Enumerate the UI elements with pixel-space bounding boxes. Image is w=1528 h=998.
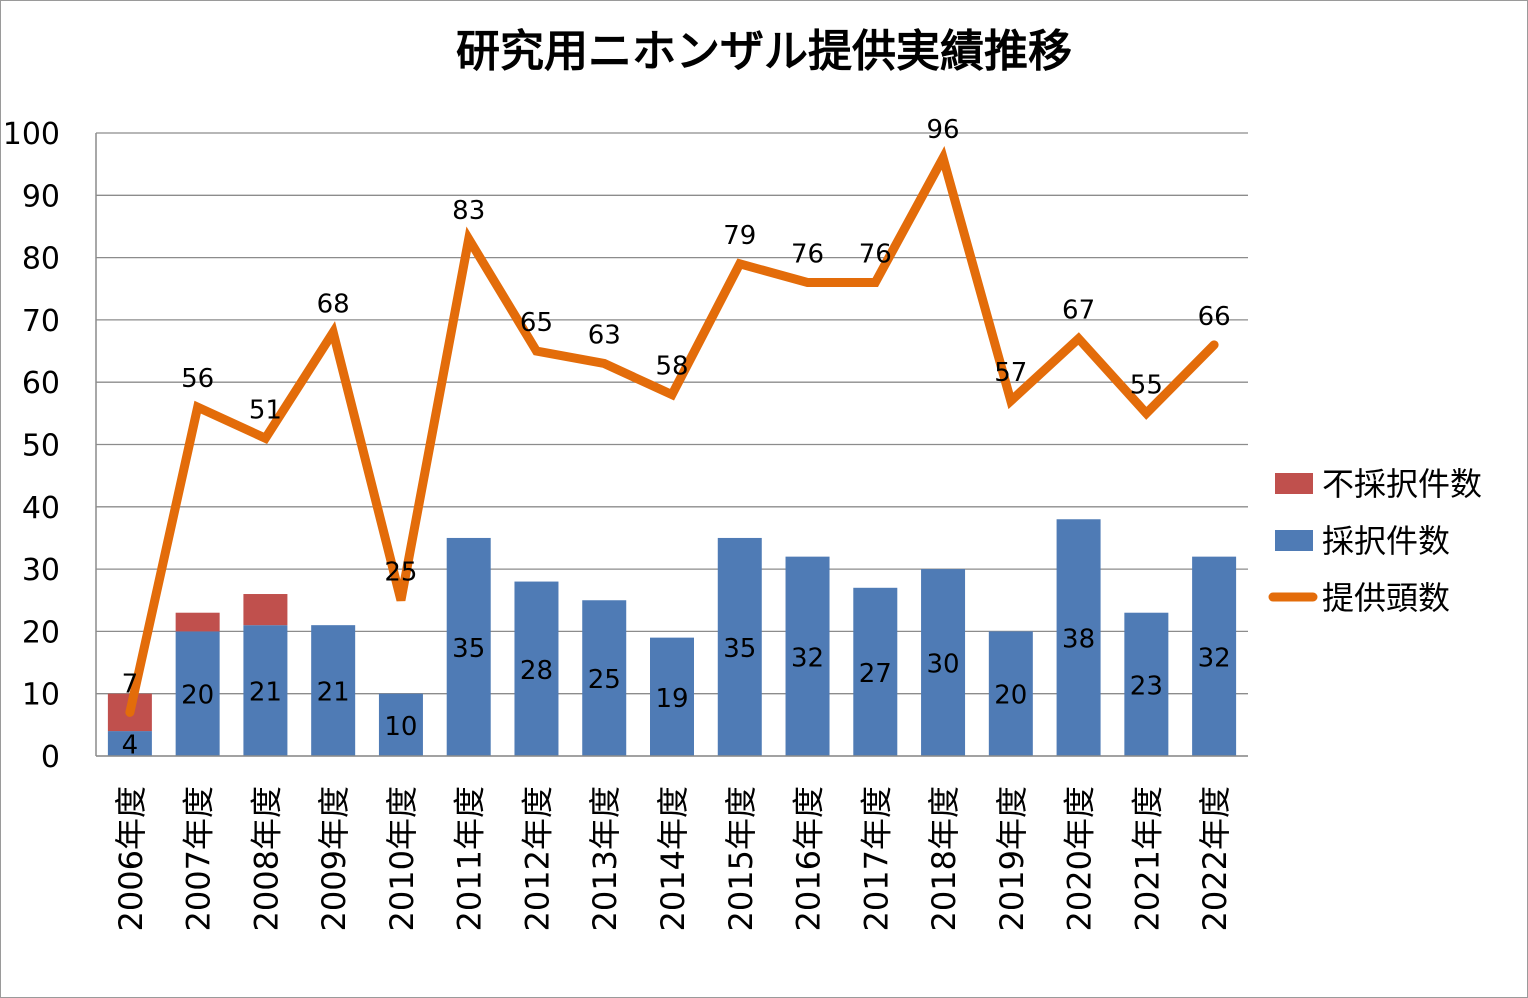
- y-tick-label: 90: [22, 179, 60, 214]
- line-value-label: 66: [1198, 302, 1231, 332]
- line-value-label: 63: [588, 321, 621, 351]
- bar-value-label: 35: [723, 634, 756, 664]
- bar-value-label: 20: [181, 681, 214, 711]
- x-tick-label: 2018年度: [925, 786, 963, 931]
- x-tick-label: 2011年度: [451, 786, 489, 931]
- x-tick-label: 2016年度: [790, 786, 828, 931]
- bar-accepted: [1056, 519, 1101, 756]
- data-labels: 4 20 21 21 10 35 28 25 19 35 32 27 30 20 38 23 32 7 56 51 68…: [122, 115, 1231, 761]
- line-value-label: 76: [791, 240, 824, 270]
- bar-accepted: [311, 625, 356, 756]
- bar-accepted: [921, 569, 966, 756]
- bar-value-label: 21: [249, 678, 282, 708]
- bar-value-label: 32: [791, 643, 824, 673]
- bar-accepted: [650, 637, 694, 756]
- bar-accepted: [717, 537, 762, 756]
- x-tick-label: 2007年度: [180, 786, 218, 931]
- y-tick-label: 10: [22, 678, 60, 713]
- bar-accepted: [378, 693, 423, 756]
- bar-value-label: 23: [1130, 671, 1163, 701]
- chart-title: 研究用ニホンザル提供実績推移: [456, 26, 1072, 77]
- bar-value-label: 28: [520, 656, 553, 686]
- bar-accepted: [785, 556, 830, 756]
- line-value-label: 76: [859, 240, 892, 270]
- line-value-label: 68: [317, 289, 350, 319]
- x-tick-label: 2012年度: [518, 786, 556, 931]
- x-tick-label: 2022年度: [1196, 786, 1234, 931]
- y-tick-label: 80: [22, 242, 60, 277]
- line-path: [125, 146, 1219, 717]
- line-value-label: 25: [384, 557, 417, 587]
- bar-rejected: [243, 594, 288, 626]
- y-tick-label: 30: [22, 553, 60, 588]
- bar-value-label: 19: [655, 684, 688, 714]
- y-tick-label: 40: [22, 491, 60, 526]
- legend-swatch: [1275, 473, 1313, 494]
- y-tick-label: 50: [22, 429, 60, 464]
- bar-value-label: 30: [927, 650, 960, 680]
- bars: [107, 519, 1237, 756]
- x-tick-label: 2015年度: [722, 786, 760, 931]
- x-tick-label: 2021年度: [1128, 786, 1166, 931]
- bar-value-label: 21: [317, 678, 350, 708]
- line-value-label: 58: [655, 352, 688, 382]
- legend-label: 採択件数: [1322, 522, 1450, 560]
- bar-accepted: [582, 600, 627, 756]
- bar-value-label: 10: [384, 712, 417, 742]
- bar-value-label: 38: [1062, 625, 1095, 655]
- legend-swatch: [1275, 530, 1313, 551]
- bar-value-label: 32: [1198, 643, 1231, 673]
- x-tick-label: 2006年度: [112, 786, 150, 931]
- line-value-label: 79: [723, 221, 756, 251]
- line-value-label: 7: [122, 669, 139, 699]
- line-value-label: 56: [181, 364, 214, 394]
- x-tick-label: 2008年度: [247, 786, 285, 931]
- x-tick-label: 2013年度: [586, 786, 624, 931]
- bar-accepted: [514, 581, 559, 756]
- line-value-label: 51: [249, 395, 282, 425]
- y-tick-label: 60: [22, 366, 60, 401]
- bar-value-label: 35: [452, 634, 485, 664]
- line-value-label: 57: [994, 358, 1027, 388]
- y-axis: 0 10 20 30 40 50 60 70 80 90 100: [3, 117, 1248, 775]
- bar-accepted: [1124, 612, 1169, 756]
- x-tick-label: 2009年度: [315, 786, 353, 931]
- bar-accepted: [107, 731, 152, 756]
- bar-accepted: [446, 537, 491, 756]
- x-tick-label: 2020年度: [1061, 786, 1099, 931]
- bar-value-label: 4: [122, 731, 139, 761]
- bar-accepted: [1192, 556, 1237, 756]
- legend-label: 提供頭数: [1322, 579, 1450, 617]
- bar-rejected: [175, 612, 220, 632]
- x-axis: 2006年度 2007年度 2008年度 2009年度 2010年度 2011年度 2012…: [112, 786, 1234, 931]
- y-tick-label: 0: [41, 740, 60, 775]
- y-tick-label: 70: [22, 304, 60, 339]
- x-tick-label: 2019年度: [993, 786, 1031, 931]
- x-tick-label: 2017年度: [857, 786, 895, 931]
- x-tick-label: 2014年度: [654, 786, 692, 931]
- bar-value-label: 20: [994, 681, 1027, 711]
- bar-value-label: 25: [588, 665, 621, 695]
- bar-accepted: [853, 587, 898, 756]
- bar-accepted: [243, 625, 288, 756]
- line-value-label: 55: [1130, 370, 1163, 400]
- line-value-label: 65: [520, 308, 553, 338]
- line-series: [125, 146, 1219, 717]
- x-tick-label: 2010年度: [383, 786, 421, 931]
- bar-value-label: 27: [859, 659, 892, 689]
- y-tick-label: 20: [22, 615, 60, 650]
- y-tick-label: 100: [3, 117, 60, 152]
- line-value-label: 96: [927, 115, 960, 145]
- bar-accepted: [175, 631, 220, 756]
- line-value-label: 67: [1062, 296, 1095, 326]
- legend-label: 不採択件数: [1322, 465, 1482, 503]
- bar-accepted: [988, 631, 1033, 756]
- line-value-label: 83: [452, 196, 485, 226]
